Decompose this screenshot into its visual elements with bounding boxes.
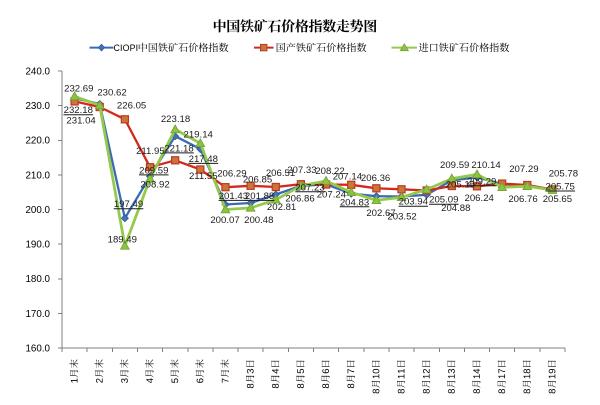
svg-text:200.0: 200.0 [25,205,50,216]
svg-text:203.52: 203.52 [387,211,416,222]
svg-text:205.09: 205.09 [429,195,458,206]
svg-text:207.33: 207.33 [287,165,316,176]
svg-text:206.51: 206.51 [266,168,295,179]
svg-text:205.75: 205.75 [546,182,575,193]
svg-text:207.24: 207.24 [317,189,347,200]
svg-text:219.14: 219.14 [184,129,214,140]
svg-text:205.15: 205.15 [446,180,475,191]
svg-text:207.23: 207.23 [295,182,324,193]
svg-text:204.88: 204.88 [441,203,470,214]
svg-text:232.69: 232.69 [64,84,93,95]
svg-text:240.0: 240.0 [25,66,50,77]
svg-text:201.43: 201.43 [219,191,248,202]
svg-text:206.29: 206.29 [217,169,246,180]
svg-text:210.0: 210.0 [25,170,50,181]
svg-text:200.48: 200.48 [244,215,273,226]
svg-text:190.0: 190.0 [25,240,50,251]
svg-text:217.48: 217.48 [189,154,218,165]
svg-text:206.85: 206.85 [243,174,272,185]
svg-text:197.49: 197.49 [114,199,143,210]
svg-text:205.78: 205.78 [549,169,578,180]
svg-text:180.0: 180.0 [25,274,50,285]
svg-text:208.92: 208.92 [140,180,169,191]
svg-text:223.18: 223.18 [161,114,190,125]
svg-text:204.83: 204.83 [340,197,369,208]
svg-text:203.94: 203.94 [399,197,429,208]
svg-text:206.86: 206.86 [285,194,314,205]
svg-text:220.0: 220.0 [25,136,50,147]
svg-text:206.76: 206.76 [508,194,537,205]
svg-text:209.59: 209.59 [139,165,168,176]
svg-text:211.95: 211.95 [136,146,165,157]
svg-text:170.0: 170.0 [25,309,50,320]
svg-text:232.18: 232.18 [64,105,93,116]
svg-text:211.55: 211.55 [189,171,218,182]
svg-text:210.14: 210.14 [471,160,501,171]
svg-text:205.65: 205.65 [543,194,572,205]
svg-text:202.81: 202.81 [267,202,296,213]
svg-text:207.29: 207.29 [509,164,538,175]
svg-text:200.07: 200.07 [210,215,239,226]
svg-text:208.22: 208.22 [315,166,344,177]
svg-text:207.14: 207.14 [333,171,363,182]
svg-text:221.18: 221.18 [164,143,193,154]
svg-text:231.04: 231.04 [66,115,96,126]
svg-text:206.24: 206.24 [465,193,495,204]
svg-text:CIOPI: CIOPI [114,43,139,53]
svg-text:230.0: 230.0 [25,101,50,112]
svg-text:160.0: 160.0 [25,343,50,354]
svg-text:206.36: 206.36 [361,173,390,184]
svg-text:201.88: 201.88 [245,191,274,202]
svg-text:202.67: 202.67 [366,208,395,219]
svg-text:209.59: 209.59 [440,160,469,171]
svg-text:230.62: 230.62 [97,87,126,98]
svg-text:189.49: 189.49 [108,234,137,245]
svg-text:226.05: 226.05 [117,101,146,112]
svg-text:209.29: 209.29 [467,176,496,187]
